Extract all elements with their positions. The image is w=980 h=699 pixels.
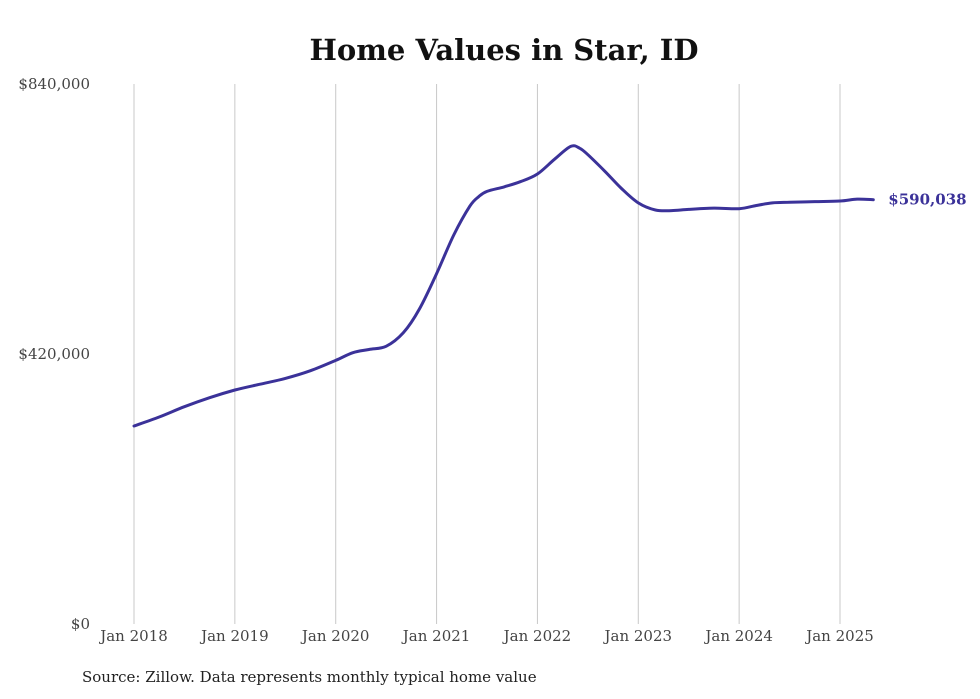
- series-line: [132, 144, 875, 428]
- x-tick-label: Jan 2023: [603, 627, 673, 645]
- grid-lines: [133, 84, 841, 624]
- x-axis-ticks: Jan 2018 Jan 2019 Jan 2020 Jan 2021 Jan 2022…: [98, 627, 874, 645]
- x-tick-label: Jan 2019: [199, 627, 269, 645]
- x-tick-label: Jan 2022: [502, 627, 572, 645]
- x-tick-label: Jan 2021: [401, 627, 471, 645]
- y-tick-label: $420,000: [18, 345, 90, 363]
- chart-title: Home Values in Star, ID: [310, 33, 699, 67]
- x-tick-label: Jan 2018: [98, 627, 168, 645]
- end-value-label: $590,038: [888, 191, 966, 209]
- source-note: Source: Zillow. Data represents monthly …: [82, 668, 537, 686]
- x-tick-label: Jan 2024: [703, 627, 773, 645]
- series-group: [132, 144, 875, 428]
- x-tick-label: Jan 2025: [804, 627, 874, 645]
- y-tick-label: $0: [71, 615, 90, 633]
- x-tick-label: Jan 2020: [300, 627, 370, 645]
- y-axis-ticks: $0 $420,000 $840,000: [18, 75, 90, 633]
- y-tick-label: $840,000: [18, 75, 90, 93]
